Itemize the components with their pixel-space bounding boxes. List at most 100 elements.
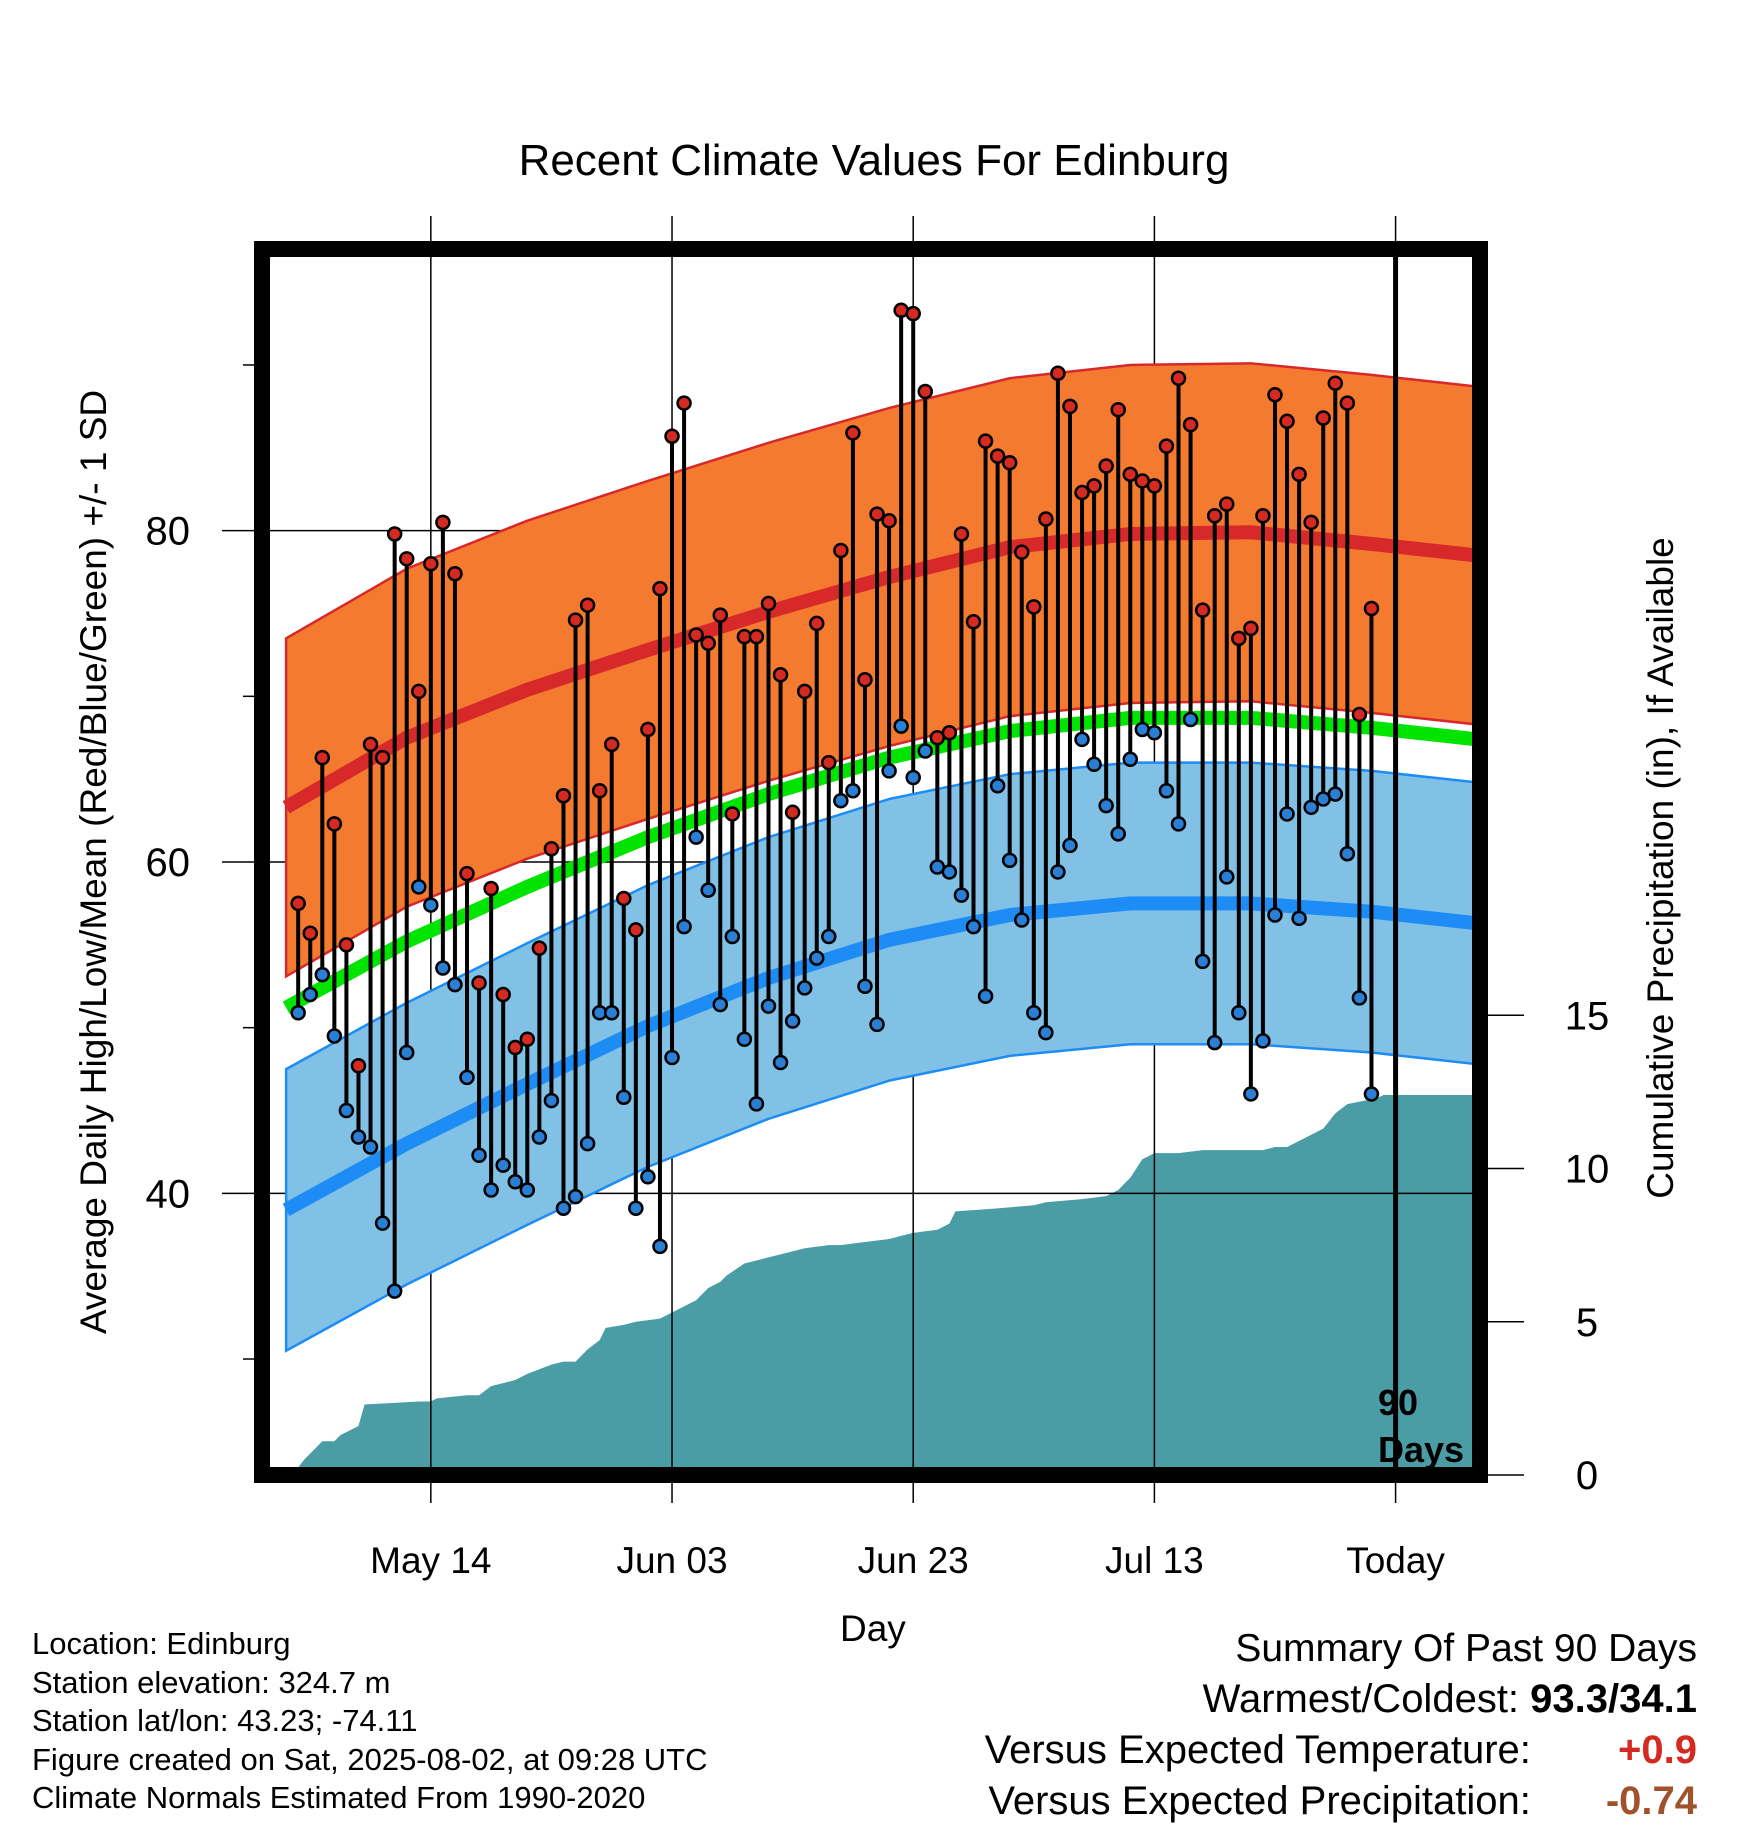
daily-low-point — [1074, 731, 1090, 748]
precip-label: Versus Expected Precipitation: — [988, 1779, 1531, 1823]
temp-label: Versus Expected Temperature: — [984, 1728, 1531, 1772]
low-normal-line — [282, 896, 1472, 1217]
daily-high-point — [628, 922, 644, 938]
daily-high-point — [447, 565, 463, 582]
daily-low-point — [953, 887, 970, 903]
y-tick-label-right: 0 — [1576, 1454, 1598, 1498]
daily-low-point — [1001, 852, 1018, 869]
period-label-line2: Days — [1378, 1429, 1464, 1470]
daily-low-point — [603, 1005, 620, 1021]
daily-high-point — [483, 880, 499, 897]
daily-high-point — [616, 890, 632, 907]
daily-low-point — [1231, 1005, 1247, 1021]
daily-high-point — [881, 512, 897, 529]
x-tick-label: Jun 23 — [858, 1540, 969, 1581]
daily-high-point — [1363, 600, 1380, 617]
daily-low-point — [628, 1200, 644, 1217]
daily-high-point — [579, 597, 596, 613]
daily-high-point — [314, 749, 331, 766]
daily-low-point — [1182, 711, 1199, 728]
daily-low-point — [1255, 1033, 1271, 1049]
daily-high-point — [1110, 401, 1126, 418]
daily-high-point — [772, 667, 789, 683]
daily-high-point — [700, 635, 716, 652]
high-normal-band — [284, 362, 1472, 979]
daily-high-point — [1158, 438, 1175, 454]
daily-low-point — [712, 996, 729, 1013]
daily-low-point — [941, 864, 958, 880]
daily-high-point — [519, 1031, 536, 1048]
daily-low-point — [748, 1096, 765, 1112]
daily-high-point — [1255, 507, 1271, 524]
daily-low-point — [989, 778, 1006, 794]
plot-frame — [254, 241, 1488, 1483]
period-label-line1: 90 — [1378, 1382, 1418, 1423]
daily-high-point — [386, 526, 403, 542]
chart-title: Recent Climate Values For Edinburg — [519, 136, 1230, 185]
daily-low-point — [555, 1200, 572, 1217]
summary-precip: Versus Expected Precipitation: -0.74 — [985, 1776, 1697, 1827]
daily-high-point — [350, 1058, 367, 1074]
daily-high-point — [760, 595, 777, 612]
x-tick-label: Jun 03 — [616, 1540, 727, 1581]
daily-low-point — [917, 743, 934, 759]
daily-high-point — [1219, 496, 1235, 512]
daily-high-point — [1339, 395, 1356, 411]
daily-low-point — [374, 1215, 391, 1231]
daily-low-point — [857, 978, 873, 995]
daily-low-point — [1050, 864, 1066, 880]
daily-high-point — [1026, 599, 1042, 615]
daily-low-point — [1243, 1086, 1259, 1102]
y-tick-label-right: 15 — [1565, 994, 1610, 1038]
daily-low-point — [965, 918, 982, 935]
daily-low-point — [688, 829, 704, 845]
daily-high-point — [423, 556, 439, 572]
daily-high-point — [977, 433, 994, 449]
daily-high-point — [555, 787, 572, 804]
summary-temp: Versus Expected Temperature: +0.9 — [985, 1725, 1697, 1776]
daily-low-point — [1122, 751, 1139, 768]
daily-high-point — [1001, 454, 1018, 471]
daily-low-point — [362, 1139, 379, 1155]
warm-cold-label: Warmest/Coldest: — [1202, 1677, 1520, 1721]
daily-low-point — [411, 879, 427, 895]
daily-high-point — [917, 383, 934, 400]
daily-high-point — [989, 448, 1006, 464]
daily-low-point — [1146, 725, 1163, 741]
daily-low-point — [893, 718, 909, 734]
daily-low-point — [543, 1092, 560, 1109]
daily-low-point — [435, 960, 451, 976]
daily-low-point — [664, 1049, 680, 1066]
daily-high-point — [664, 428, 680, 444]
daily-high-point — [374, 749, 391, 766]
daily-high-point — [688, 627, 704, 643]
daily-high-point — [459, 865, 475, 882]
daily-high-point — [326, 816, 343, 832]
daily-low-point — [736, 1031, 753, 1048]
daily-low-point — [1062, 837, 1078, 854]
summary-warm-cold: Warmest/Coldest: 93.3/34.1 — [985, 1674, 1697, 1725]
daily-high-point — [471, 975, 487, 991]
x-tick-label: Today — [1346, 1540, 1445, 1581]
daily-high-point — [1050, 365, 1066, 382]
daily-low-point — [447, 976, 463, 993]
daily-low-point — [1351, 990, 1368, 1006]
daily-high-point — [591, 783, 608, 799]
daily-low-point — [784, 1013, 801, 1029]
daily-high-point — [1062, 398, 1078, 415]
daily-high-point — [833, 542, 849, 559]
daily-low-point — [796, 980, 813, 996]
daily-high-point — [603, 736, 620, 753]
daily-low-point — [1339, 845, 1356, 862]
daily-high-point — [543, 840, 560, 857]
daily-low-point — [1110, 826, 1126, 842]
daily-high-point — [1194, 602, 1211, 618]
daily-low-point — [1206, 1034, 1223, 1051]
daily-low-point — [821, 928, 837, 945]
daily-high-point — [362, 736, 379, 753]
daily-high-point — [290, 895, 306, 912]
y-tick-label-right: 10 — [1565, 1148, 1610, 1192]
daily-low-point — [531, 1129, 548, 1145]
y-axis-title-right: Cumulative Precipitation (in), If Availa… — [1640, 537, 1681, 1199]
